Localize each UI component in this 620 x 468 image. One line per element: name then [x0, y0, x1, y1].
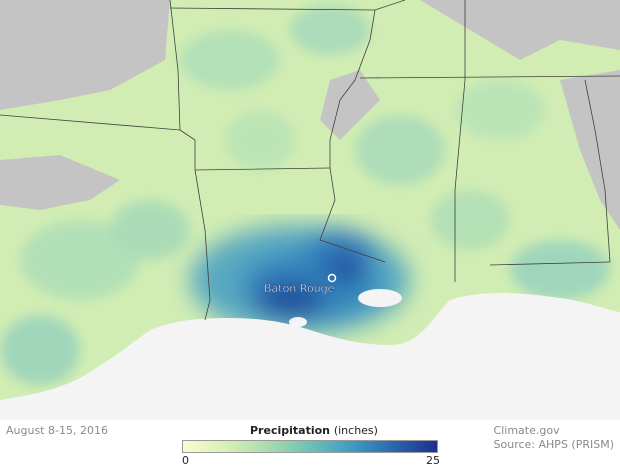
date-label: August 8-15, 2016 [6, 424, 108, 437]
map-footer: August 8-15, 2016 Precipitation (inches)… [0, 420, 620, 468]
lake-pontchartrain [358, 289, 402, 307]
credit-source: Source: AHPS (PRISM) [493, 438, 614, 451]
legend-min-label: 0 [182, 454, 189, 467]
lake-maurepas [289, 317, 307, 327]
legend-color-bar [182, 440, 438, 453]
credit-site: Climate.gov [493, 424, 560, 437]
city-label: Baton Rouge [264, 282, 335, 295]
legend-units: (inches) [333, 424, 378, 437]
baton-rouge-marker [327, 273, 337, 283]
legend-title-text: Precipitation [250, 424, 330, 437]
gulf-of-mexico [0, 293, 620, 420]
legend-title: Precipitation (inches) [250, 424, 378, 437]
no-data-areas [0, 0, 620, 230]
heavy-rain-core [190, 225, 410, 335]
credit-block: Climate.gov Source: AHPS (PRISM) [494, 424, 614, 452]
precipitation-map: Baton Rouge [0, 0, 620, 420]
state-borders [0, 0, 620, 321]
legend-max-label: 25 [426, 454, 440, 467]
precip-texture [0, 5, 610, 385]
